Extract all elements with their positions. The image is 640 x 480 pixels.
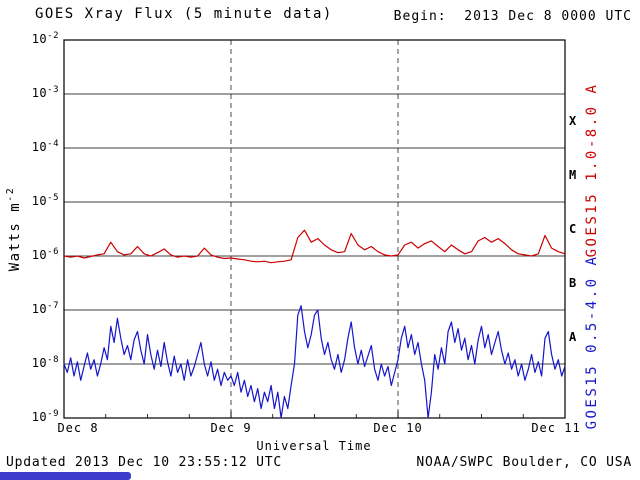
bottom-accent-bar [0,472,131,480]
y-tick-label: 10-8 [31,355,59,370]
x-tick-label: Dec 10 [373,421,423,435]
series-line [63,229,566,264]
flare-class-label: X [569,114,577,128]
series-label-long-wavelength: GOES15 1.0-8.0 A [584,82,600,258]
y-tick-label: 10-5 [31,193,59,208]
series-label-short-wavelength: GOES15 0.5-4.0 A [584,254,600,430]
flare-class-label: C [569,222,577,236]
flare-class-label: A [569,330,577,344]
series-line [63,305,566,419]
y-tick-label: 10-2 [31,31,59,46]
y-tick-label: 10-3 [31,85,59,100]
x-axis-title: Universal Time [256,439,372,453]
x-tick-label: Dec 11 [531,421,581,435]
y-tick-label: 10-4 [31,139,59,154]
y-tick-label: 10-9 [31,409,59,424]
x-tick-label: Dec 9 [210,421,252,435]
updated-timestamp: Updated 2013 Dec 10 23:55:12 UTC [6,455,283,470]
flare-class-label: B [569,276,577,290]
source-credit: NOAA/SWPC Boulder, CO USA [416,455,632,470]
y-tick-label: 10-7 [31,301,59,316]
page-title: GOES Xray Flux (5 minute data) [35,6,333,22]
y-tick-label: 10-6 [31,247,59,262]
begin-timestamp: Begin: 2013 Dec 8 0000 UTC [393,9,632,24]
x-tick-label: Dec 8 [57,421,99,435]
flare-class-label: M [569,168,577,182]
